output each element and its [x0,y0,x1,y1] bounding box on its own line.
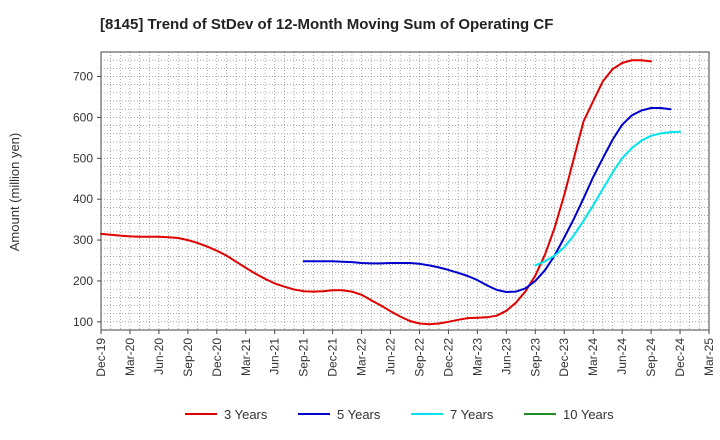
legend-label: 7 Years [450,407,494,422]
x-tick-label: Mar-25 [702,338,716,376]
series-line-5-years [302,107,672,293]
y-axis-ticks: 100 200 300 400 500 600 700 [73,70,101,329]
x-tick-label: Sep-21 [297,338,311,377]
x-tick-label: Sep-22 [412,338,426,377]
x-tick-label: Sep-24 [644,338,658,377]
x-tick-label: Sep-23 [528,338,542,377]
plot-frame [100,51,710,331]
x-tick-label: Dec-21 [326,338,340,377]
x-tick-label: Jun-20 [152,338,166,375]
x-tick-label: Mar-23 [470,338,484,376]
legend-label: 5 Years [337,407,381,422]
y-tick-label: 200 [73,274,93,288]
legend-label: 3 Years [224,407,268,422]
grid [100,52,710,330]
y-tick-label: 100 [73,315,93,329]
x-tick-label: Jun-24 [615,338,629,375]
x-tick-label: Jun-21 [268,338,282,375]
x-tick-label: Jun-23 [499,338,513,375]
x-tick-label: Sep-20 [181,338,195,377]
x-tick-label: Dec-24 [673,338,687,377]
legend: 3 Years 5 Years 7 Years 10 Years [185,407,614,422]
x-tick-label: Dec-23 [557,338,571,377]
plot-area [100,51,710,331]
x-tick-label: Mar-24 [586,338,600,376]
y-tick-label: 300 [73,233,93,247]
x-tick-label: Dec-20 [210,338,224,377]
y-tick-label: 500 [73,151,93,165]
y-tick-label: 600 [73,110,93,124]
series-line-3-years [100,59,653,326]
x-tick-label: Jun-22 [384,338,398,375]
x-tick-label: Mar-21 [239,338,253,376]
x-axis-ticks: Dec-19 Mar-20 Jun-20 Sep-20 Dec-20 Mar-21 Jun-… [94,330,716,377]
x-tick-label: Mar-22 [355,338,369,376]
y-tick-label: 700 [73,70,93,84]
x-tick-label: Dec-19 [94,338,108,377]
series-group [100,59,681,326]
legend-label: 10 Years [563,407,614,422]
series-line-7-years [534,130,681,267]
x-tick-label: Mar-20 [123,338,137,376]
chart-title: [8145] Trend of StDev of 12-Month Moving… [100,16,553,33]
y-axis-label: Amount (million yen) [7,133,22,252]
x-tick-label: Dec-22 [441,338,455,377]
y-tick-label: 400 [73,192,93,206]
